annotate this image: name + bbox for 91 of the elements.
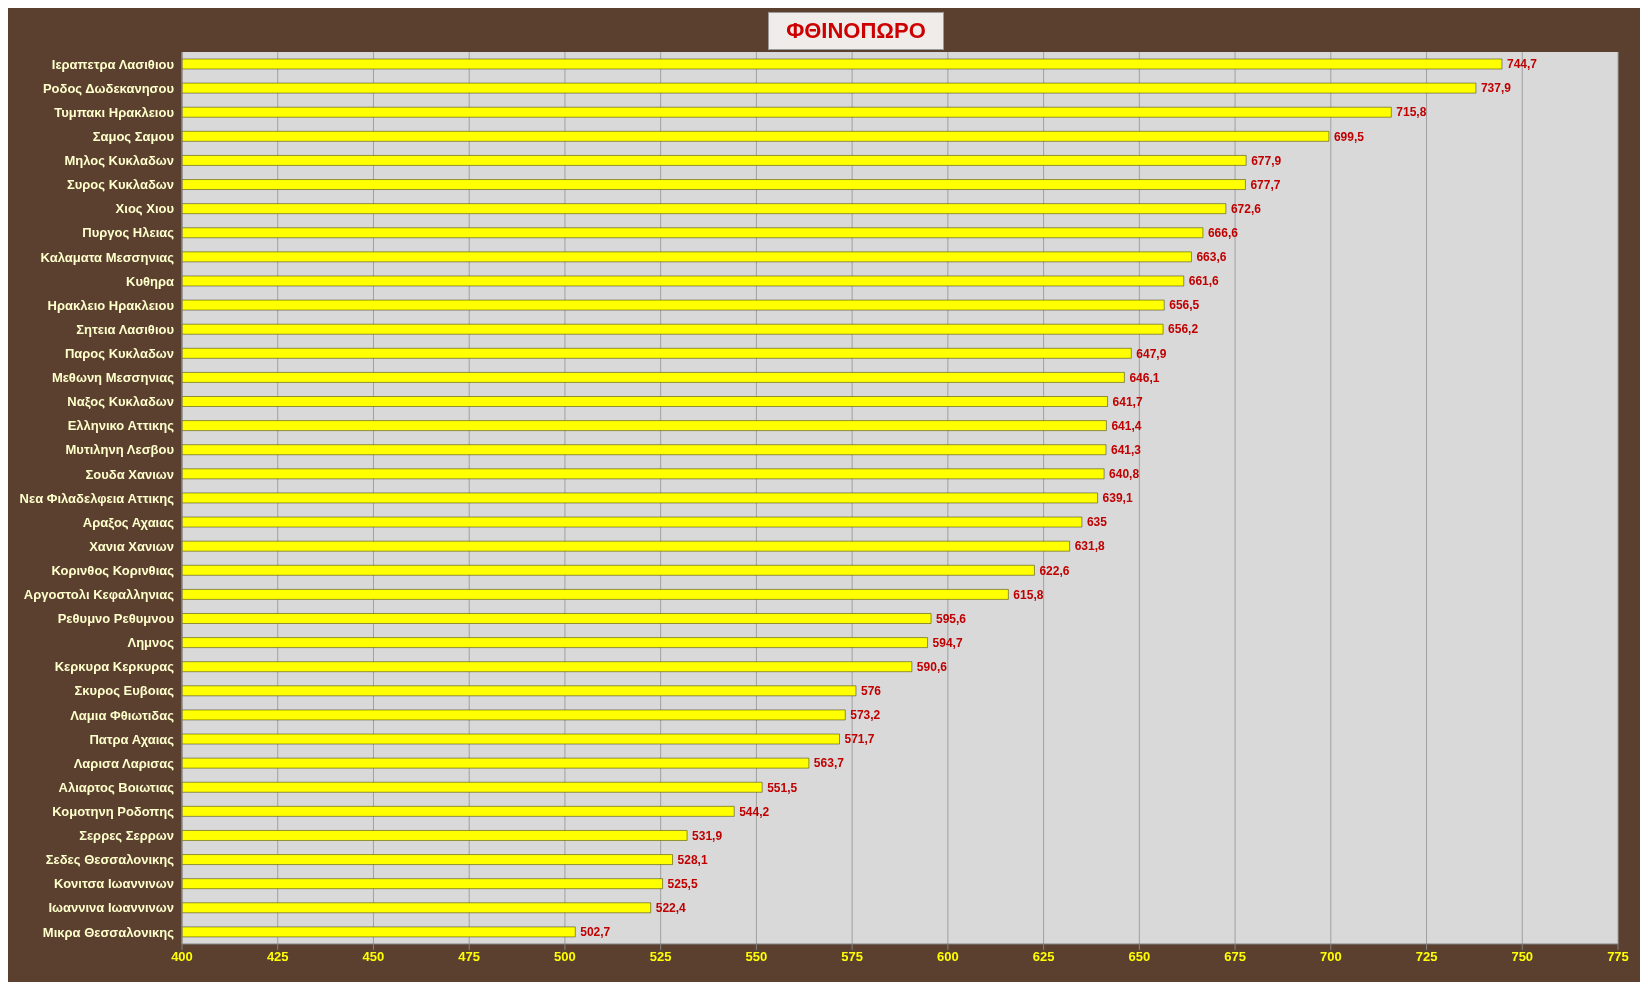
y-tick-label: Κορινθος Κορινθιας <box>51 562 175 578</box>
data-label: 641,3 <box>1111 442 1142 457</box>
y-tick-label: Λαμια Φθιωτιδας <box>70 707 175 723</box>
data-label: 528,1 <box>677 852 708 867</box>
x-tick-label: 750 <box>1511 949 1534 965</box>
y-tick-label: Σουδα Χανιων <box>85 466 174 482</box>
data-label: 631,8 <box>1074 539 1105 554</box>
data-label: 544,2 <box>739 804 770 819</box>
y-tick-label: Αλιαρτος Βοιωτιας <box>58 779 175 795</box>
chart-title: ΦΘΙΝΟΠΩΡΟ <box>768 12 944 50</box>
x-tick-label: 675 <box>1224 949 1246 965</box>
data-label: 656,2 <box>1168 322 1199 337</box>
y-tick-label: Μηλος Κυκλαδων <box>64 153 174 169</box>
x-tick-label: 575 <box>841 949 863 965</box>
y-tick-label: Ελληνικο Αττικης <box>67 418 175 434</box>
data-label: 677,7 <box>1250 177 1281 192</box>
data-label: 551,5 <box>767 780 798 795</box>
x-tick-label: 650 <box>1128 949 1151 965</box>
data-label: 573,2 <box>850 708 881 723</box>
y-tick-label: Ηρακλειο Ηρακλειου <box>47 297 175 313</box>
y-tick-label: Αραξος Αχαιας <box>82 514 175 530</box>
data-label: 646,1 <box>1129 370 1160 385</box>
y-tick-label: Μεθωνη Μεσσηνιας <box>51 370 175 386</box>
y-tick-label: Λαρισα Λαρισας <box>73 755 175 771</box>
y-tick-label: Καλαματα Μεσσηνιας <box>40 249 175 265</box>
x-tick-label: 450 <box>362 949 385 965</box>
x-tick-label: 475 <box>458 949 481 965</box>
y-tick-label: Ιεραπετρα Λασιθιου <box>51 56 175 72</box>
y-tick-label: Ροδος Δωδεκανησου <box>42 80 175 96</box>
data-label: 656,5 <box>1169 298 1200 313</box>
y-tick-label: Κομοτηνη Ροδοπης <box>52 804 175 820</box>
data-label: 640,8 <box>1109 467 1140 482</box>
x-tick-label: 700 <box>1319 949 1342 965</box>
x-tick-label: 600 <box>937 949 959 965</box>
data-label: 590,6 <box>916 659 948 674</box>
data-label: 641,7 <box>1112 394 1143 409</box>
data-label: 522,4 <box>655 901 687 916</box>
x-tick-label: 525 <box>649 949 672 965</box>
y-tick-label: Ρεθυμνο Ρεθυμνου <box>57 611 175 627</box>
y-tick-label: Ιωαννινα Ιωαννινων <box>48 900 174 916</box>
data-label: 677,9 <box>1251 153 1282 168</box>
data-label: 563,7 <box>813 756 845 771</box>
x-tick-label: 550 <box>745 949 768 965</box>
data-label: 635 <box>1086 515 1108 530</box>
data-label: 531,9 <box>692 828 723 843</box>
x-tick-label: 725 <box>1415 949 1438 965</box>
y-tick-label: Συρος Κυκλαδων <box>66 177 174 193</box>
data-label: 525,5 <box>667 876 698 891</box>
x-tick-label: 775 <box>1607 949 1629 965</box>
data-label: 699,5 <box>1333 129 1365 144</box>
data-label: 666,6 <box>1207 226 1239 241</box>
y-tick-label: Σητεια Λασιθιου <box>76 321 175 337</box>
data-label: 622,6 <box>1039 563 1070 578</box>
data-label: 615,8 <box>1013 587 1044 602</box>
data-label: 595,6 <box>936 611 967 626</box>
x-tick-label: 400 <box>171 949 193 965</box>
data-label: 663,6 <box>1196 250 1227 265</box>
data-label: 672,6 <box>1230 201 1262 216</box>
y-tick-label: Παρος Κυκλαδων <box>64 345 174 361</box>
y-tick-label: Νεα Φιλαδελφεια Αττικης <box>19 490 175 506</box>
y-tick-label: Σερρες Σερρων <box>79 828 174 844</box>
data-label: 594,7 <box>932 635 963 650</box>
y-tick-label: Σεδες Θεσσαλονικης <box>45 852 175 868</box>
x-tick-label: 500 <box>554 949 576 965</box>
y-tick-label: Αργοστολι Κεφαλληνιας <box>23 587 175 603</box>
x-tick-label: 625 <box>1032 949 1055 965</box>
data-label: 661,6 <box>1188 274 1220 289</box>
y-tick-label: Πυργος Ηλειας <box>82 225 175 241</box>
y-tick-label: Κερκυρα Κερκυρας <box>54 659 175 675</box>
y-tick-label: Τυμπακι Ηρακλειου <box>54 104 175 120</box>
x-tick-label: 425 <box>266 949 289 965</box>
y-tick-label: Σαμος Σαμου <box>92 128 175 144</box>
data-label: 647,9 <box>1136 346 1167 361</box>
data-label: 641,4 <box>1111 418 1142 433</box>
data-label: 639,1 <box>1102 491 1133 506</box>
y-tick-label: Μικρα Θεσσαλονικης <box>42 924 175 940</box>
y-tick-label: Ναξος Κυκλαδων <box>67 394 174 410</box>
y-tick-label: Λημνος <box>127 635 175 651</box>
data-label: 737,9 <box>1480 81 1512 96</box>
y-tick-label: Χανια Χανιων <box>89 538 174 554</box>
y-tick-label: Μυτιληνη Λεσβου <box>65 442 175 458</box>
data-label: 744,7 <box>1506 57 1538 72</box>
y-tick-label: Πατρα Αχαιας <box>89 731 175 747</box>
y-tick-label: Χιος Χιου <box>115 201 175 217</box>
data-label: 715,8 <box>1396 105 1427 120</box>
y-tick-label: Κυθηρα <box>126 273 174 289</box>
y-tick-label: Σκυρος Ευβοιας <box>74 683 175 699</box>
data-label: 502,7 <box>580 925 611 940</box>
y-tick-label: Κονιτσα Ιωαννινων <box>54 876 174 892</box>
data-label: 576 <box>860 684 882 699</box>
data-label: 571,7 <box>844 732 875 747</box>
